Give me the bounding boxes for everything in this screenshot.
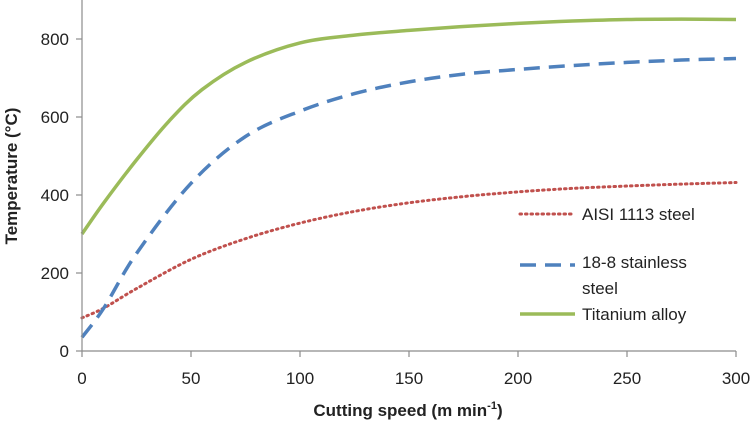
y-tick-label: 200 <box>41 264 69 283</box>
x-tick-label: 250 <box>613 369 641 388</box>
legend: AISI 1113 steel 18-8 stainless steel Tit… <box>518 205 695 324</box>
x-tick-label: 50 <box>182 369 201 388</box>
series-line-titanium-alloy <box>80 17 737 236</box>
x-tick-label: 100 <box>286 369 314 388</box>
x-tick-labels: 0 50 100 150 200 250 300 <box>77 369 750 388</box>
y-tick-label: 600 <box>41 108 69 127</box>
series-lines <box>80 17 738 339</box>
x-tick-label: 150 <box>395 369 423 388</box>
series-line-aisi-1113-steel <box>80 181 738 320</box>
y-tick-labels: 0 200 400 600 800 <box>41 30 69 361</box>
y-tick-label: 800 <box>41 30 69 49</box>
y-tick-label: 400 <box>41 186 69 205</box>
x-tick-label: 300 <box>722 369 750 388</box>
legend-item-titanium-alloy: Titanium alloy <box>520 305 687 324</box>
tick-marks <box>76 38 737 357</box>
legend-label-18-8-stainless-steel-line1: 18-8 stainless <box>582 253 687 272</box>
legend-item-aisi-1113-steel: AISI 1113 steel <box>518 205 695 224</box>
legend-item-18-8-stainless-steel: 18-8 stainless steel <box>520 253 687 298</box>
legend-label-aisi-1113-steel: AISI 1113 steel <box>582 205 695 224</box>
legend-label-titanium-alloy: Titanium alloy <box>582 305 687 324</box>
y-tick-label: 0 <box>60 342 69 361</box>
legend-label-18-8-stainless-steel-line2: steel <box>582 279 618 298</box>
x-axis-title-superscript: -1 <box>487 400 497 412</box>
y-axis-title: Temperature (°C) <box>2 108 21 245</box>
x-tick-label: 0 <box>77 369 86 388</box>
x-tick-label: 200 <box>504 369 532 388</box>
series-line-18-8-stainless-steel <box>80 56 737 339</box>
x-axis-title: Cutting speed (m min-1) <box>313 400 502 420</box>
